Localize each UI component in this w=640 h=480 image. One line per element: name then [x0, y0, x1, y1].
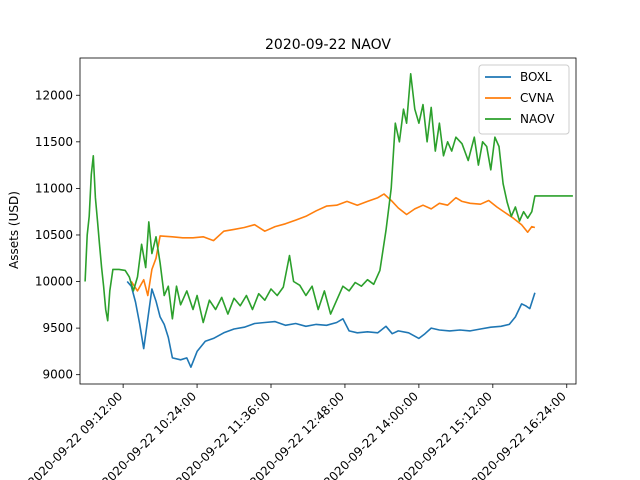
plot-frame [79, 57, 577, 385]
plot-area: 9000 9500 10000 10500 11000 11500 12000 2020-09… [25, 57, 577, 480]
chart-title: 2020-09-22 NAOV [265, 37, 391, 53]
y-tick-label: 12000 [35, 88, 73, 102]
y-tick-label: 11500 [35, 135, 73, 149]
y-tick-label: 10000 [35, 275, 73, 289]
y-tick-label: 10500 [35, 228, 73, 242]
series-line-cvna [130, 193, 536, 297]
y-axis-label: Assets (USD) [7, 191, 21, 269]
legend-box [478, 64, 570, 135]
y-tick-label: 11000 [35, 181, 73, 195]
legend-label: BOXL [520, 70, 552, 84]
x-tick-label: 2020-09-22 09:12:00 [25, 389, 125, 480]
series-line-naov [84, 73, 573, 324]
legend-label: NAOV [520, 112, 555, 126]
y-tick-label: 9500 [42, 321, 73, 335]
series-line-boxl [126, 280, 536, 369]
y-tick-label: 9000 [42, 368, 73, 382]
legend-label: CVNA [520, 91, 555, 105]
